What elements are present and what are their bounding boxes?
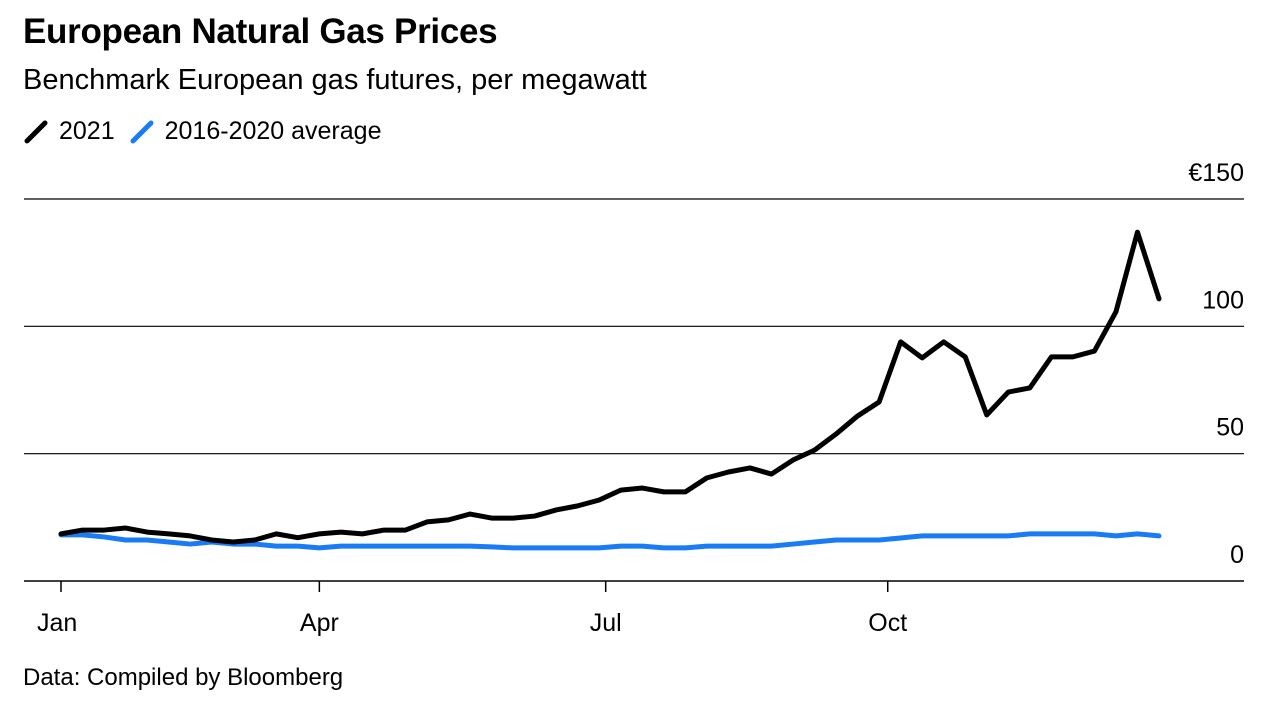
legend-label-2021: 2021	[59, 117, 115, 145]
x-tick-label: Oct	[868, 609, 907, 637]
x-tick-label: Jan	[37, 609, 77, 637]
y-tick-label: 50	[1216, 414, 1244, 442]
x-tick-label: Apr	[300, 609, 339, 637]
legend: 2021 2016-2020 average	[23, 117, 395, 146]
chart-title: European Natural Gas Prices	[23, 12, 498, 51]
chart-subtitle: Benchmark European gas futures, per mega…	[23, 64, 647, 96]
series-line-2021	[58, 229, 1162, 545]
source-note: Data: Compiled by Bloomberg	[23, 664, 344, 691]
legend-item-average: 2016-2020 average	[129, 117, 382, 146]
y-tick-label: 0	[1230, 541, 1244, 569]
legend-swatch-average-icon	[130, 120, 154, 143]
y-tick-label: 100	[1202, 286, 1244, 314]
series-line-2016-2020-average	[58, 531, 1162, 551]
legend-item-2021: 2021	[23, 117, 115, 146]
legend-label-average: 2016-2020 average	[164, 117, 382, 145]
x-tick-label: Jul	[590, 609, 622, 637]
y-tick-label: €150	[1188, 159, 1244, 187]
legend-swatch-2021-icon	[24, 120, 48, 143]
